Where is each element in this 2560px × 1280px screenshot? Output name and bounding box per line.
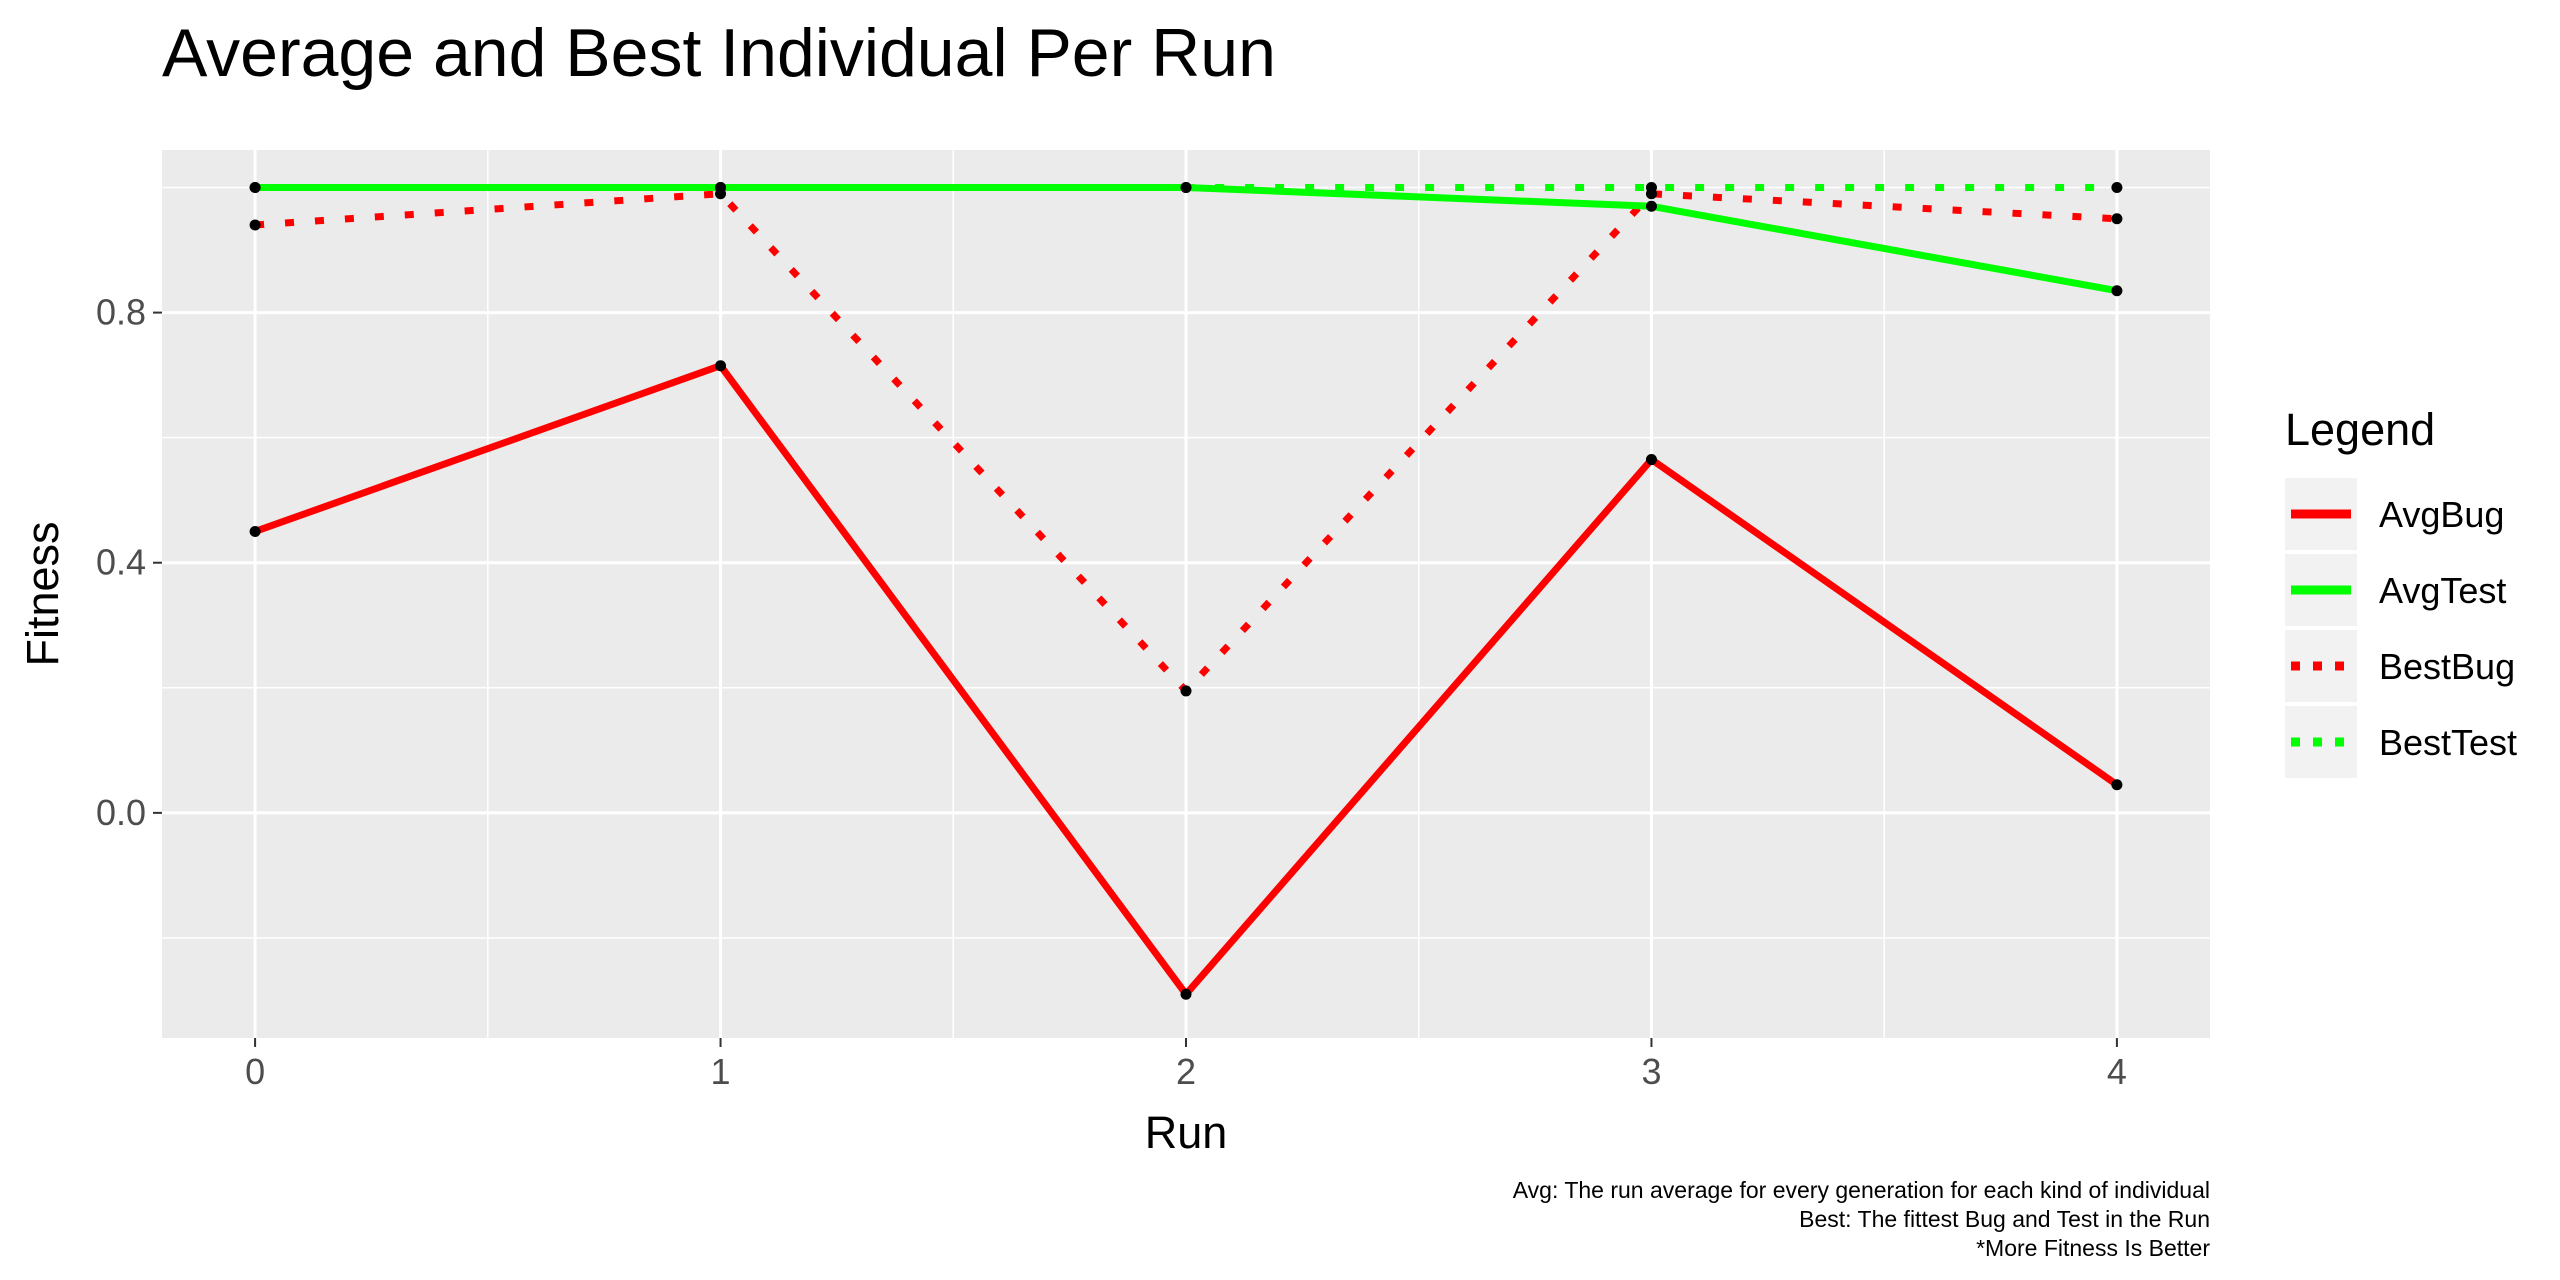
y-tick-label: 0.4 bbox=[96, 542, 146, 583]
data-point-avgbug bbox=[1180, 988, 1192, 1000]
data-point-bestbug bbox=[1180, 685, 1192, 697]
x-tick-label: 1 bbox=[711, 1051, 731, 1092]
legend-label-bestbug: BestBug bbox=[2379, 646, 2515, 687]
legend-title: Legend bbox=[2285, 404, 2435, 455]
data-point-besttest bbox=[249, 182, 261, 194]
data-point-avgbug bbox=[1645, 454, 1657, 466]
data-point-besttest bbox=[2111, 182, 2123, 194]
data-point-bestbug bbox=[2111, 213, 2123, 225]
grid-major bbox=[162, 150, 2210, 1038]
legend-label-avgbug: AvgBug bbox=[2379, 494, 2504, 535]
data-point-avgtest bbox=[1645, 200, 1657, 212]
x-axis-title: Run bbox=[1145, 1107, 1228, 1158]
x-tick-label: 4 bbox=[2107, 1051, 2127, 1092]
data-point-bestbug bbox=[249, 219, 261, 231]
caption-line: Avg: The run average for every generatio… bbox=[1513, 1177, 2210, 1203]
data-point-besttest bbox=[1645, 182, 1657, 194]
data-point-besttest bbox=[1180, 182, 1192, 194]
data-point-avgbug bbox=[249, 525, 261, 537]
axis-ticks: 0 1 2 3 4 0.0 0.4 0.8 bbox=[96, 292, 2127, 1092]
points-layer bbox=[249, 182, 2123, 1000]
legend-label-besttest: BestTest bbox=[2379, 722, 2517, 763]
data-point-avgtest bbox=[2111, 285, 2123, 297]
x-tick-label: 0 bbox=[245, 1051, 265, 1092]
y-tick-label: 0.8 bbox=[96, 292, 146, 333]
legend: Legend AvgBug AvgTest BestBug BestTest bbox=[2285, 404, 2517, 778]
y-tick-label: 0.0 bbox=[96, 792, 146, 833]
caption: Avg: The run average for every generatio… bbox=[1513, 1177, 2211, 1261]
x-tick-label: 2 bbox=[1176, 1051, 1196, 1092]
caption-line: *More Fitness Is Better bbox=[1976, 1235, 2210, 1261]
chart-title: Average and Best Individual Per Run bbox=[162, 15, 1276, 91]
data-point-besttest bbox=[715, 182, 727, 194]
data-point-avgbug bbox=[2111, 779, 2123, 791]
data-point-avgbug bbox=[715, 360, 727, 372]
x-tick-label: 3 bbox=[1641, 1051, 1661, 1092]
legend-label-avgtest: AvgTest bbox=[2379, 570, 2506, 611]
y-axis-title: Fitness bbox=[17, 521, 68, 666]
caption-line: Best: The fittest Bug and Test in the Ru… bbox=[1799, 1206, 2210, 1232]
